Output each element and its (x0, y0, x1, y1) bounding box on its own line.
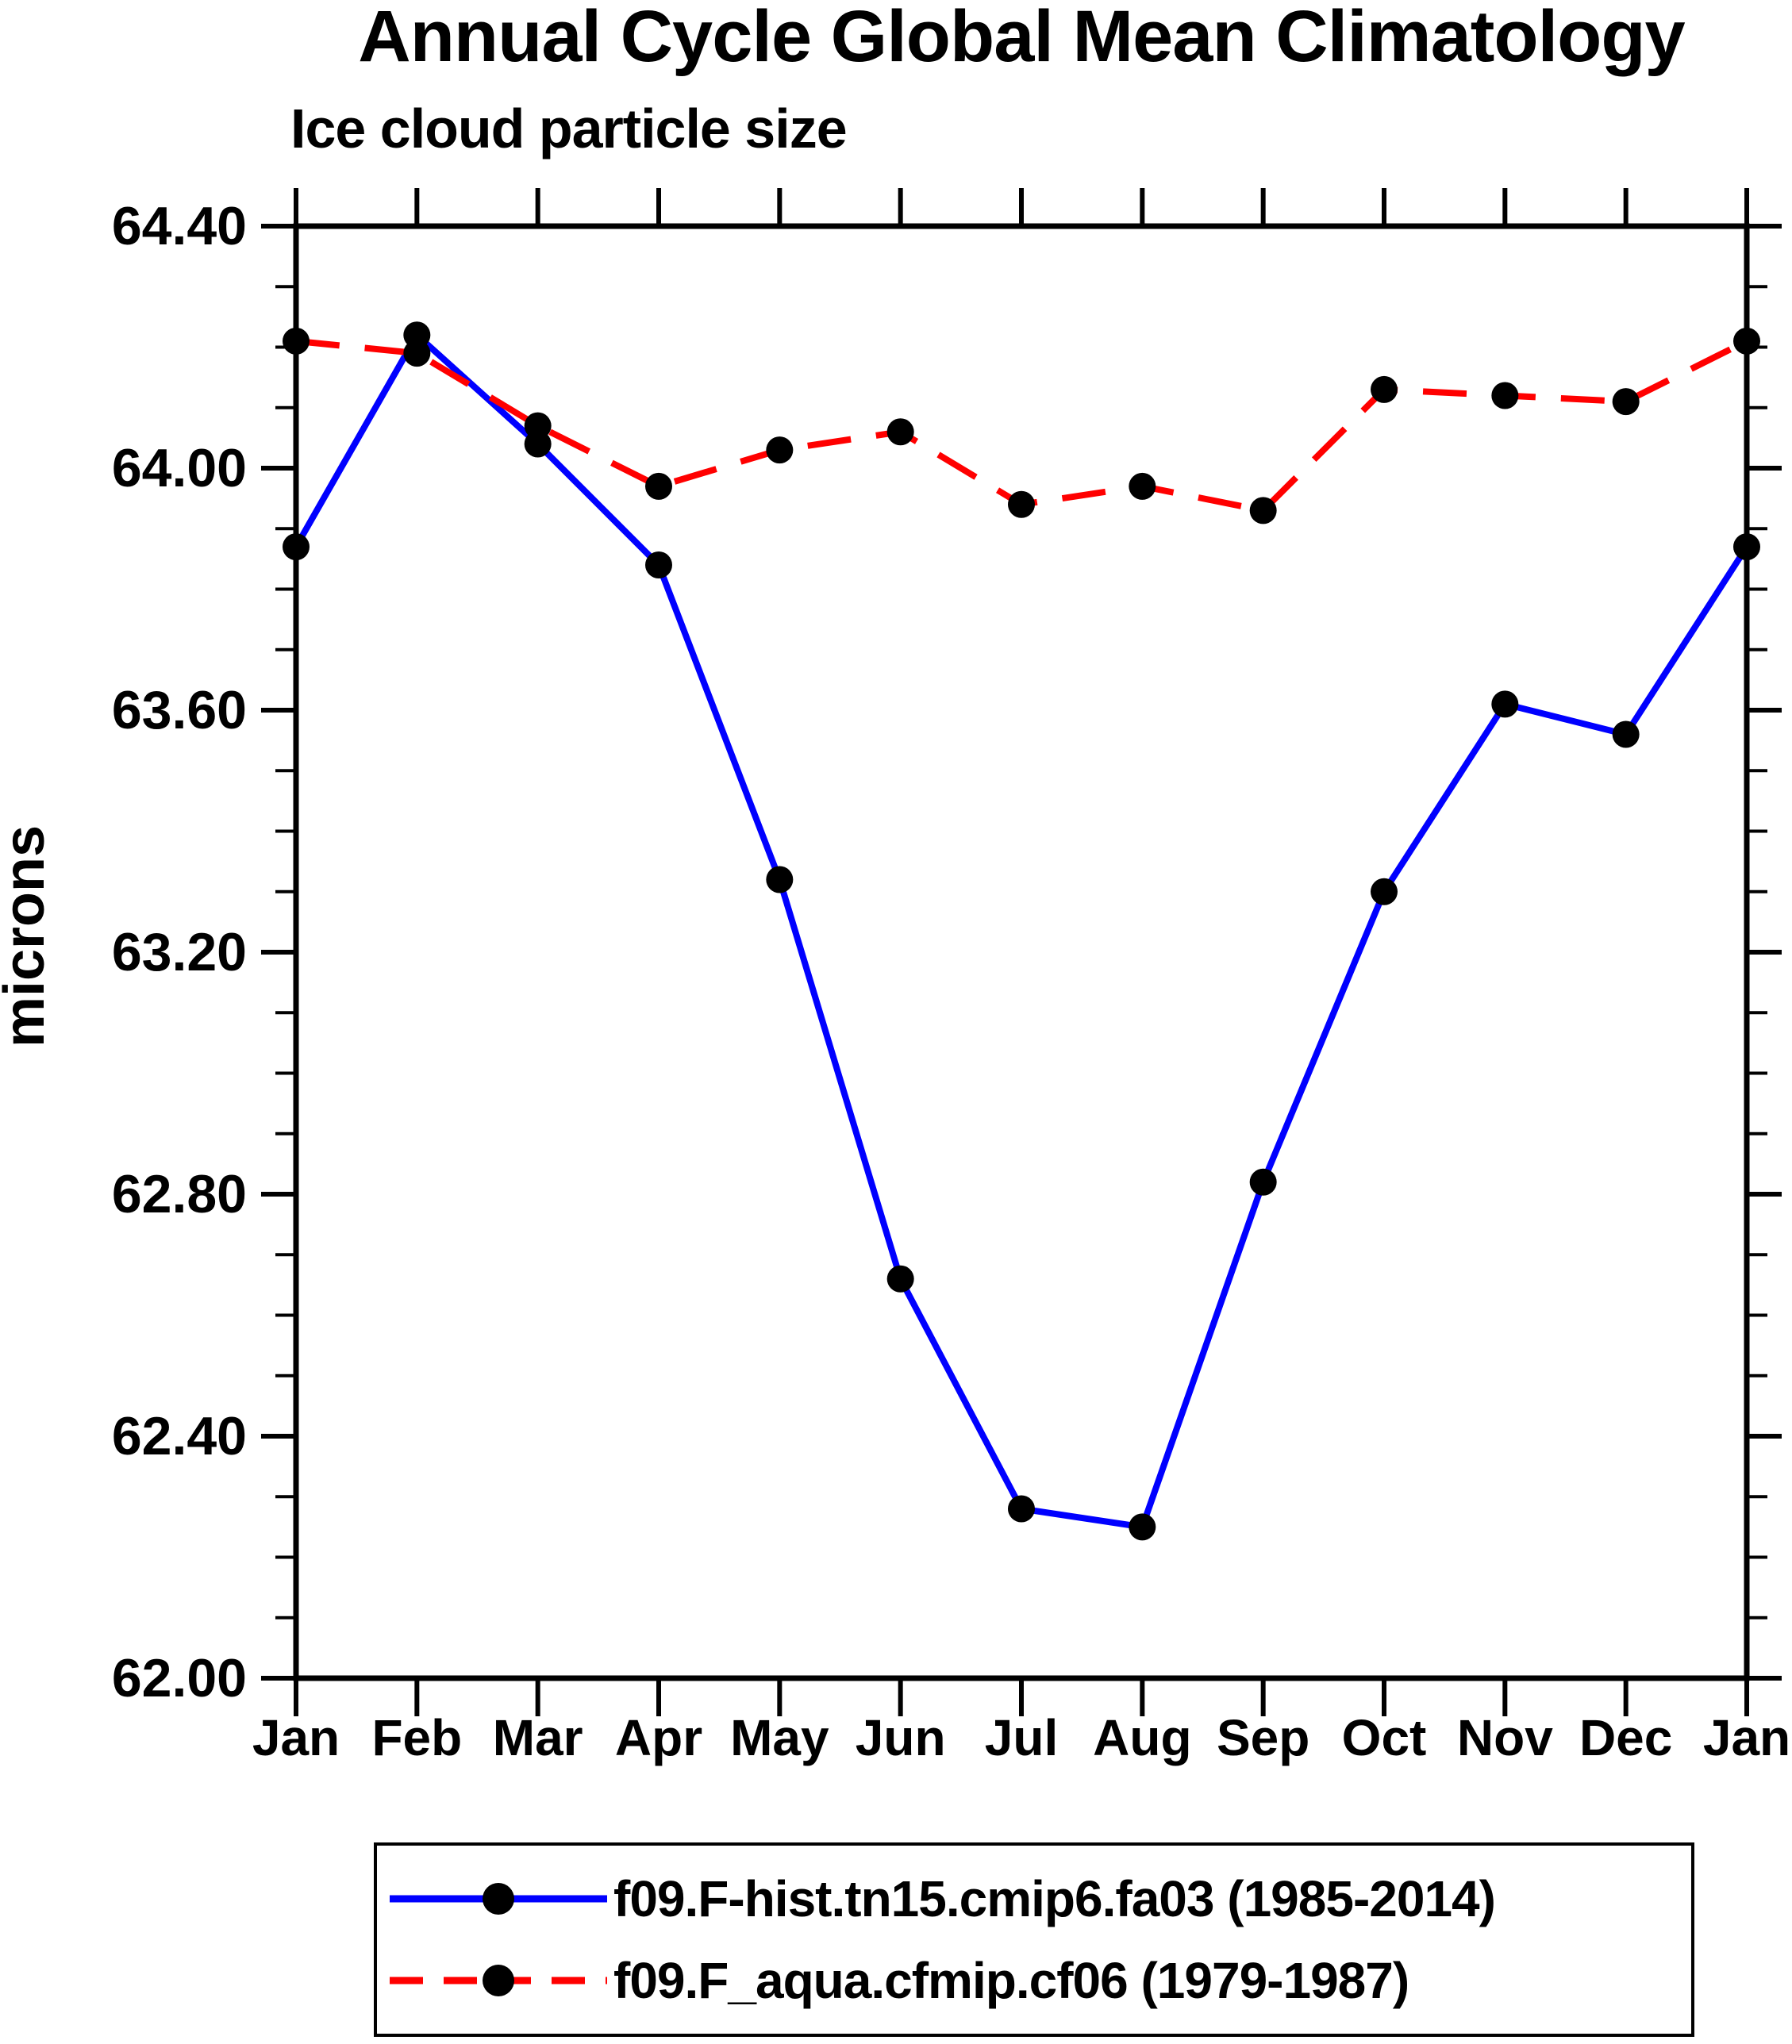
legend-line-solid-icon (390, 1883, 607, 1915)
chart-subtitle: Ice cloud particle size (290, 98, 848, 159)
y-tick-label: 63.60 (112, 680, 247, 740)
y-tick-label: 62.00 (112, 1648, 247, 1708)
x-tick-label: May (730, 1709, 829, 1766)
data-point (766, 866, 794, 893)
x-tick-label: Aug (1093, 1709, 1191, 1766)
data-point (283, 533, 310, 561)
x-tick-label: Apr (615, 1709, 702, 1766)
legend-row-series2: f09.F_aqua.cfmip.cf06 (1979-1987) (383, 1953, 1691, 2008)
y-tick-label: 62.40 (112, 1406, 247, 1466)
data-point (1733, 533, 1760, 561)
data-point (1249, 1168, 1277, 1196)
legend-label-series1: f09.F-hist.tn15.cmip6.fa03 (1985-2014) (613, 1870, 1496, 1928)
data-point (1129, 1513, 1156, 1541)
data-point (1371, 375, 1398, 403)
chart-title: Annual Cycle Global Mean Climatology (358, 0, 1685, 77)
data-point (886, 1265, 914, 1293)
plot-frame (293, 223, 1750, 1681)
data-point (1008, 490, 1035, 518)
data-point (766, 436, 794, 464)
data-point (1008, 1495, 1035, 1523)
x-tick-label: Feb (371, 1709, 462, 1766)
x-tick-label: Mar (493, 1709, 583, 1766)
data-point (886, 418, 914, 446)
x-tick-label: Nov (1457, 1709, 1553, 1766)
data-point (1612, 720, 1640, 748)
x-tick-label: Jul (985, 1709, 1058, 1766)
legend-line-dashed-icon (390, 1964, 607, 1996)
data-point (1733, 327, 1760, 355)
data-point (645, 551, 672, 578)
y-tick-label: 62.80 (112, 1164, 247, 1224)
y-tick-label: 64.00 (112, 438, 247, 498)
data-point (1612, 388, 1640, 416)
data-point (1129, 472, 1156, 500)
x-tick-label: Oct (1342, 1709, 1427, 1766)
legend-label-series2: f09.F_aqua.cfmip.cf06 (1979-1987) (613, 1951, 1409, 2009)
data-point (645, 472, 672, 500)
data-point (283, 327, 310, 355)
data-point (1249, 497, 1277, 524)
data-point (1491, 382, 1519, 409)
y-tick-label: 63.20 (112, 922, 247, 982)
x-tick-label: Jan (252, 1709, 340, 1766)
data-point (1371, 878, 1398, 905)
x-tick-label: Jun (856, 1709, 946, 1766)
x-tick-label: Jan (1703, 1709, 1790, 1766)
y-axis-title: microns (0, 825, 56, 1047)
data-point (403, 340, 431, 367)
x-tick-label: Sep (1217, 1709, 1309, 1766)
y-tick-label: 64.40 (112, 196, 247, 256)
legend-row-series1: f09.F-hist.tn15.cmip6.fa03 (1985-2014) (383, 1871, 1691, 1927)
x-tick-label: Dec (1579, 1709, 1672, 1766)
data-point (524, 412, 552, 440)
data-point (1491, 690, 1519, 718)
legend: f09.F-hist.tn15.cmip6.fa03 (1985-2014) f… (374, 1842, 1694, 2037)
